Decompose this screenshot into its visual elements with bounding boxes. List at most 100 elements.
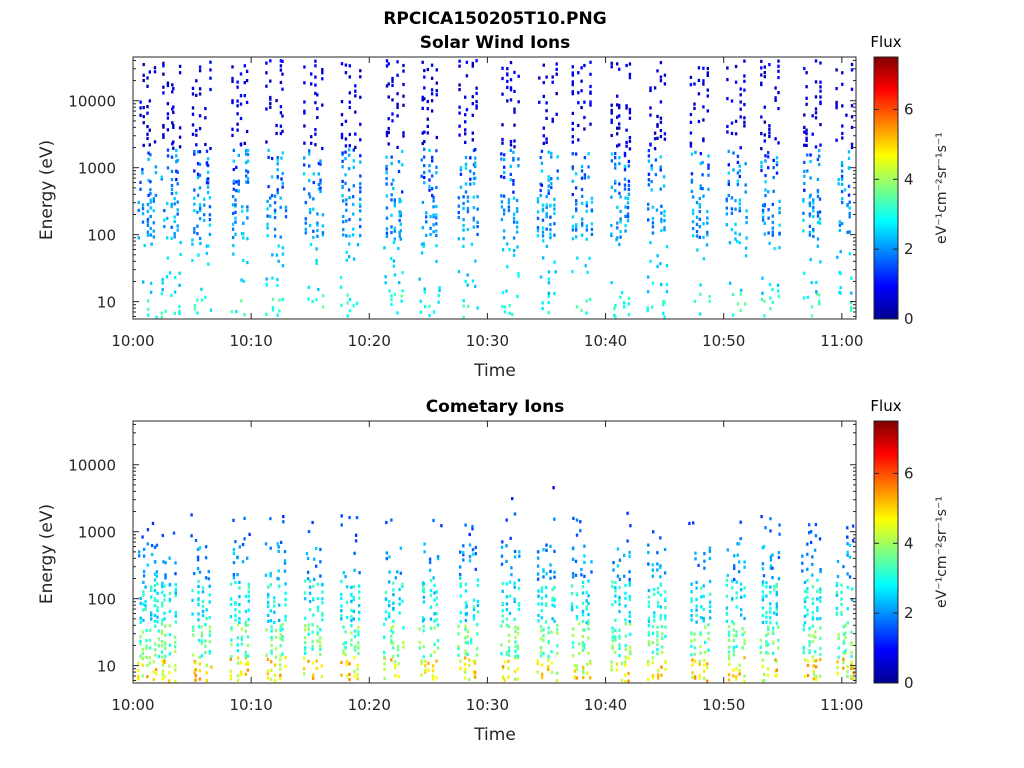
flux-cell	[551, 588, 554, 592]
flux-cell	[767, 628, 770, 632]
flux-cell	[279, 124, 283, 128]
flux-cell	[736, 302, 740, 306]
flux-cell	[812, 198, 815, 202]
flux-cell	[616, 205, 619, 209]
flux-cell	[735, 677, 738, 681]
flux-cell	[152, 670, 155, 674]
flux-cell	[430, 99, 434, 103]
flux-cell	[284, 591, 287, 595]
flux-cell	[246, 170, 250, 174]
flux-cell	[623, 187, 627, 191]
flux-cell	[628, 550, 631, 555]
flux-cell	[841, 82, 844, 86]
flux-cell	[173, 290, 177, 294]
flux-cell	[553, 233, 556, 237]
flux-cell	[769, 558, 773, 562]
flux-cell	[356, 673, 359, 677]
flux-cell	[358, 584, 361, 588]
flux-cell	[700, 616, 703, 620]
flux-cell	[851, 587, 854, 591]
flux-cell	[474, 164, 477, 169]
flux-cell	[539, 654, 543, 658]
flux-cell	[205, 149, 209, 153]
flux-cell	[146, 202, 150, 207]
flux-cell	[841, 71, 844, 75]
flux-cell	[547, 150, 550, 154]
flux-cell	[157, 637, 161, 641]
flux-cell	[435, 89, 438, 93]
flux-cell	[163, 658, 166, 662]
flux-cell	[503, 165, 506, 169]
flux-cell	[514, 635, 517, 639]
flux-cell	[319, 547, 322, 552]
flux-cell	[142, 554, 146, 558]
flux-cell	[707, 637, 710, 641]
flux-cell	[508, 311, 511, 315]
flux-cell	[423, 140, 426, 144]
flux-cell	[146, 542, 149, 546]
flux-cell	[708, 592, 712, 596]
flux-cell	[743, 656, 746, 660]
flux-cell	[625, 128, 628, 132]
flux-cell	[575, 228, 578, 232]
flux-cell	[806, 295, 810, 299]
flux-cell	[514, 640, 517, 644]
flux-cell	[316, 115, 319, 120]
flux-cell	[142, 590, 145, 594]
flux-cell	[430, 76, 434, 80]
flux-cell	[319, 189, 322, 194]
flux-cell	[651, 650, 655, 654]
flux-cell	[614, 589, 617, 593]
flux-cell	[730, 196, 734, 200]
flux-cell	[176, 170, 179, 174]
flux-cell	[547, 631, 550, 635]
flux-cell	[231, 194, 235, 199]
flux-cell	[761, 218, 765, 222]
flux-cell	[540, 602, 543, 606]
flux-cell	[778, 231, 781, 235]
flux-cell	[321, 68, 324, 72]
flux-cell	[319, 560, 322, 564]
flux-cell	[457, 624, 460, 628]
flux-cell	[164, 654, 167, 658]
flux-cell	[458, 133, 461, 137]
flux-cell	[513, 107, 516, 111]
flux-cell	[545, 116, 548, 120]
flux-cell	[420, 661, 423, 665]
flux-cell	[392, 259, 396, 263]
flux-cell	[767, 166, 770, 170]
flux-cell	[665, 264, 669, 268]
flux-cell	[315, 546, 318, 551]
flux-cell	[359, 95, 362, 99]
flux-cell	[164, 647, 167, 651]
flux-cell	[438, 286, 441, 290]
flux-cell	[651, 568, 654, 572]
flux-cell	[517, 274, 520, 278]
flux-cell	[310, 141, 313, 145]
flux-cell	[154, 642, 157, 646]
flux-cell	[174, 561, 177, 565]
flux-cell	[348, 672, 351, 676]
flux-cell	[586, 662, 589, 666]
flux-cell	[459, 168, 463, 172]
flux-cell	[777, 577, 781, 581]
flux-cell	[340, 136, 344, 140]
flux-cell	[208, 223, 212, 227]
flux-cell	[340, 617, 343, 621]
flux-cell	[344, 181, 347, 185]
flux-cell	[270, 175, 274, 179]
flux-cell	[465, 108, 469, 112]
flux-cell	[352, 609, 355, 613]
flux-cell	[281, 151, 284, 155]
flux-cell	[196, 547, 200, 551]
flux-cell	[269, 546, 272, 550]
flux-cell	[589, 60, 592, 64]
flux-cell	[745, 215, 748, 220]
flux-cell	[155, 315, 158, 319]
flux-cell	[462, 206, 465, 211]
flux-cell	[196, 555, 200, 559]
flux-cell	[474, 284, 477, 288]
flux-cell	[170, 183, 174, 188]
flux-cell	[316, 609, 320, 613]
